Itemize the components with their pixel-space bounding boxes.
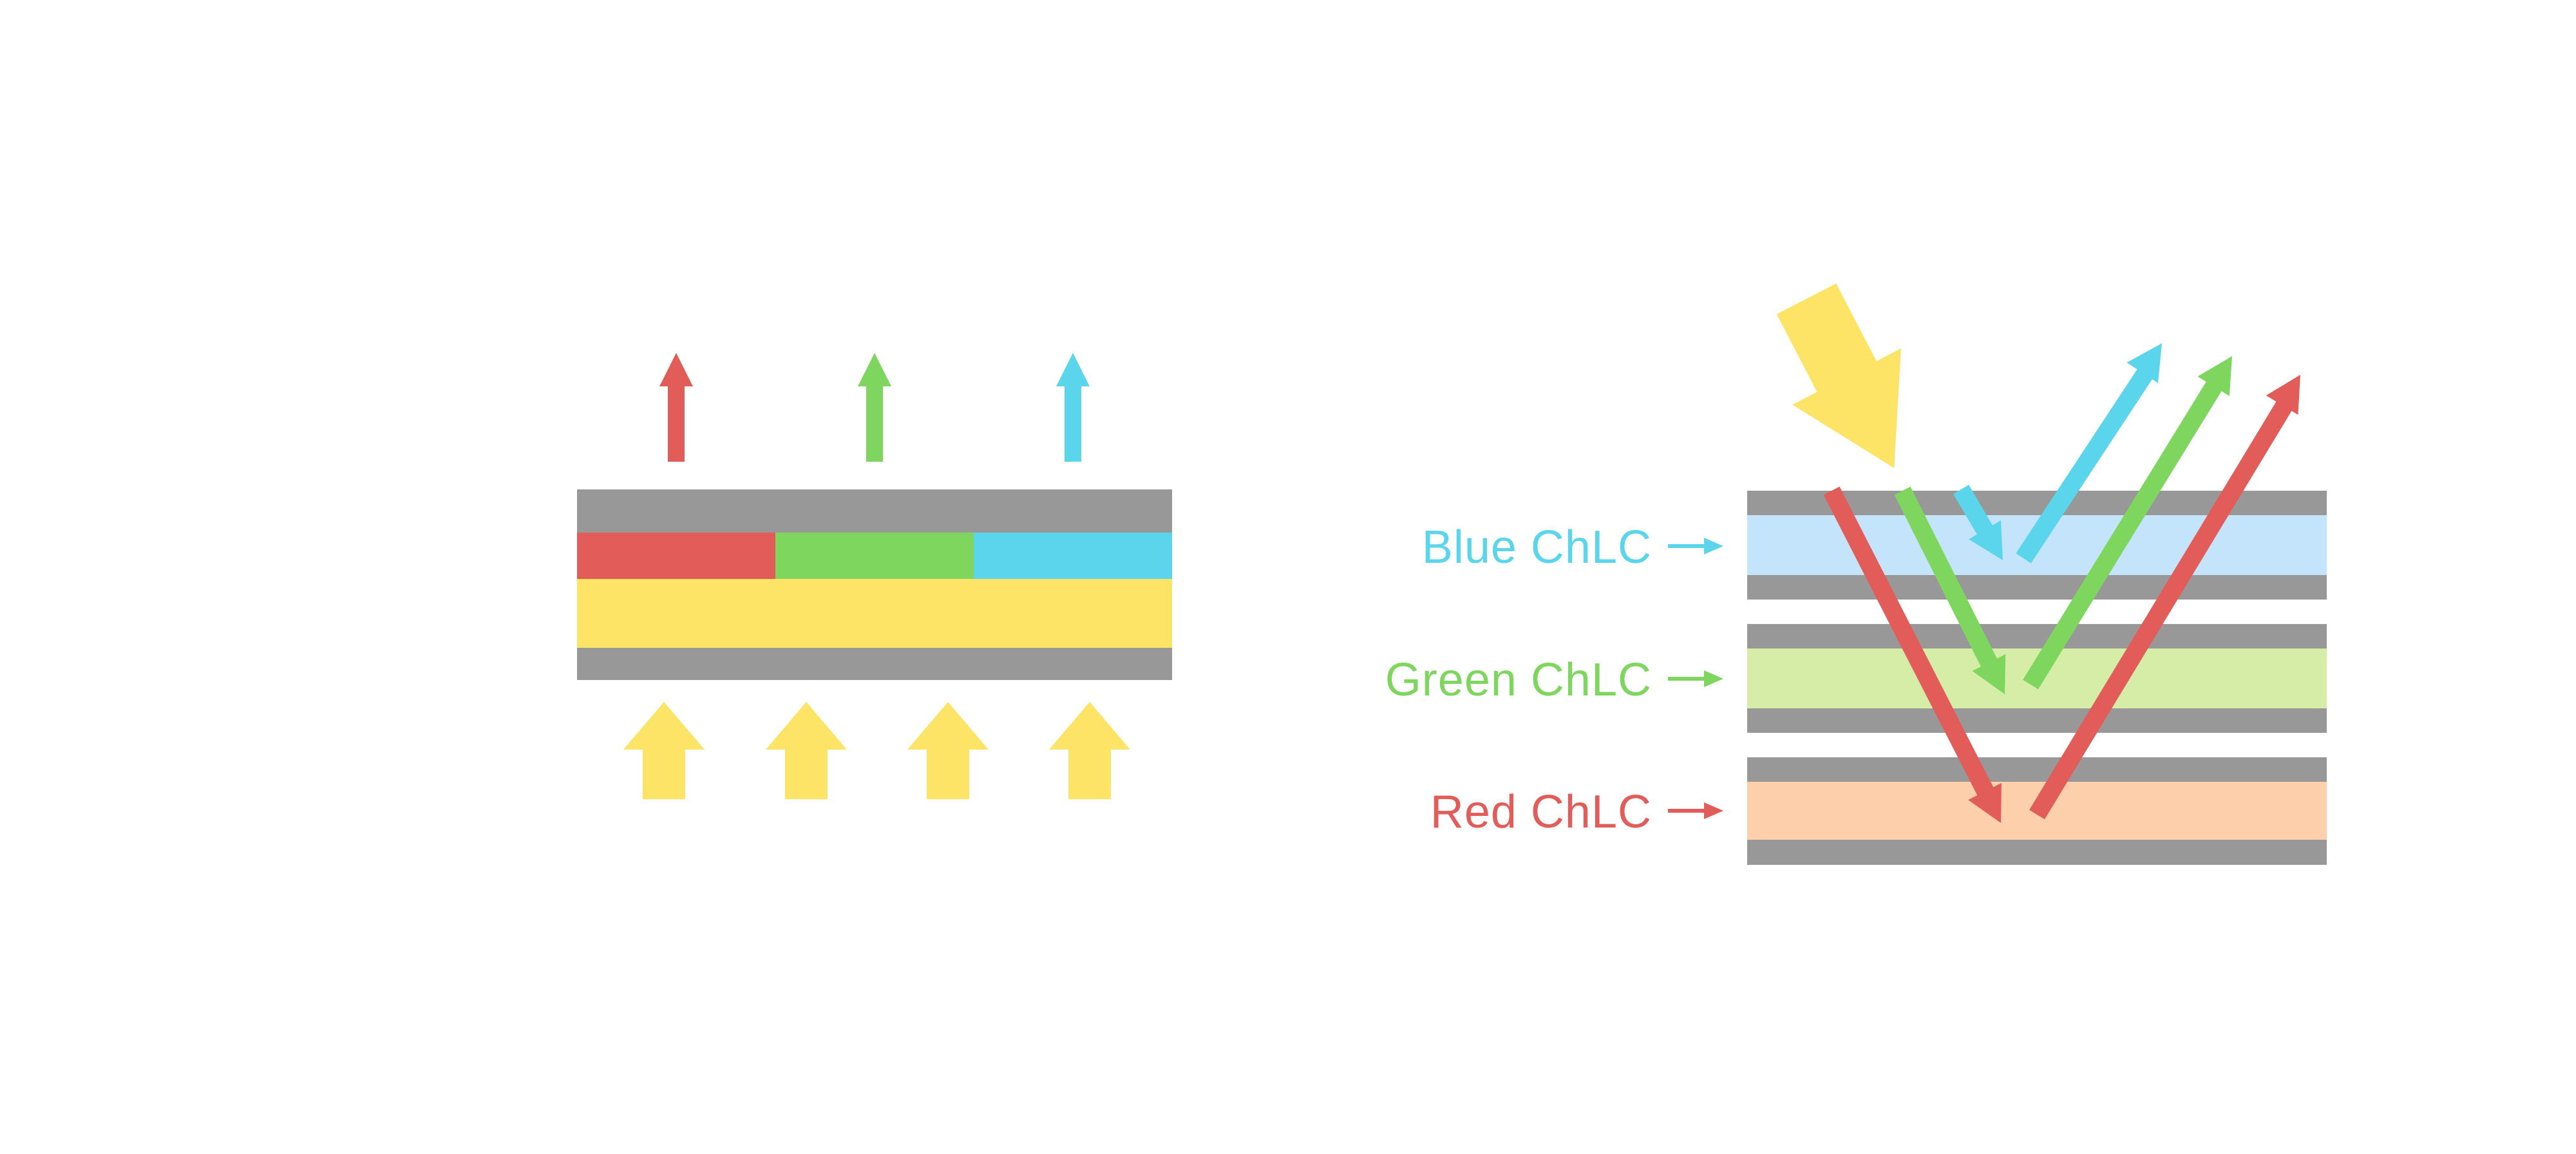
red-cell-bottom-gray-bar	[1747, 840, 2327, 865]
left-diagram	[577, 353, 1172, 799]
red-chlc-label: Red ChLC	[1430, 786, 1652, 838]
cyan-emitted-arrow-icon	[1056, 353, 1090, 462]
backlight-arrow-icon	[623, 702, 705, 799]
green-transmitted-arrowhead-icon	[1972, 654, 2006, 694]
red-transmitted-arrowhead-icon	[1968, 782, 2002, 823]
cyan-transmitted-arrowhead-icon	[1969, 520, 2003, 560]
cyan-reflected-ray-line	[2016, 364, 2155, 563]
green-emitted-arrow-icon	[858, 353, 891, 462]
right-diagram: Blue ChLC Green ChLC Red ChLC	[1385, 283, 2327, 865]
green-pixel-segment	[775, 533, 974, 579]
left-bottom-gray-bar	[577, 648, 1172, 680]
backlight-layer	[577, 579, 1172, 648]
green-reflected-ray	[2023, 356, 2232, 690]
red-transmitted-ray	[1823, 486, 2002, 823]
green-chlc-label: Green ChLC	[1385, 654, 1652, 706]
incident-light-arrow-icon	[1776, 283, 1901, 468]
cyan-reflected-ray	[2016, 343, 2162, 563]
green-cell-bottom-gray-bar	[1747, 708, 2327, 733]
cyan-reflected-arrowhead-icon	[2126, 343, 2162, 383]
red-chlc-pointer-arrow-icon	[1704, 802, 1723, 819]
green-transmitted-ray	[1894, 486, 2006, 694]
green-reflected-arrowhead-icon	[2197, 356, 2232, 397]
green-reflected-ray-line	[2023, 377, 2224, 690]
backlight-arrow-icon	[907, 702, 989, 799]
red-emitted-arrow-icon	[659, 353, 693, 462]
green-chlc-pointer-arrow-icon	[1704, 670, 1723, 687]
red-chlc-label-group: Red ChLC	[1430, 786, 1723, 838]
left-top-gray-bar	[577, 489, 1172, 533]
red-reflected-ray-line	[2029, 397, 2294, 820]
blue-cell-bottom-gray-bar	[1747, 575, 2327, 600]
red-reflected-arrowhead-icon	[2266, 375, 2300, 415]
cyan-transmitted-ray	[1953, 484, 2003, 560]
green-chlc-label-group: Green ChLC	[1385, 654, 1723, 706]
blue-chlc-label: Blue ChLC	[1422, 522, 1652, 573]
cyan-transmitted-ray-line	[1953, 484, 1995, 538]
backlight-arrow-icon	[766, 702, 847, 799]
backlight-arrow-icon	[1049, 702, 1130, 799]
red-pixel-segment	[577, 533, 775, 579]
red-reflected-ray	[2029, 375, 2300, 820]
blue-chlc-pointer-arrow-icon	[1704, 538, 1723, 554]
green-cell-top-gray-bar	[1747, 624, 2327, 648]
green-transmitted-ray-line	[1894, 486, 1998, 669]
cyan-pixel-segment	[974, 533, 1172, 579]
red-transmitted-ray-line	[1823, 486, 1995, 799]
blue-chlc-label-group: Blue ChLC	[1422, 522, 1723, 573]
red-cell-top-gray-bar	[1747, 757, 2327, 782]
